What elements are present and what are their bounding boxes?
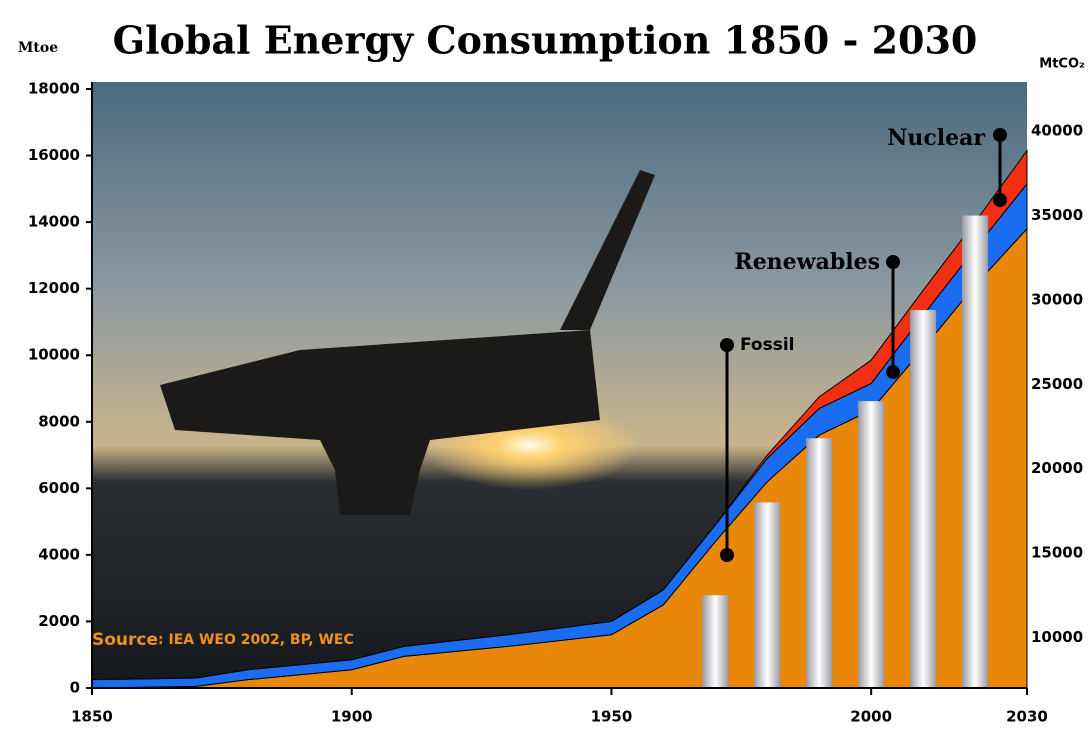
y-tick-label: 8000	[38, 412, 80, 430]
area	[91, 149, 1028, 681]
bar	[858, 401, 885, 688]
legend-label: Fossil	[740, 335, 795, 355]
y-tick-label: 14000	[28, 213, 80, 231]
callout-dot	[720, 548, 734, 562]
bar	[754, 502, 781, 688]
y2-tick-label: 20000	[1031, 459, 1083, 477]
y-axis-label: Mtoe	[18, 40, 58, 56]
bar	[702, 595, 729, 688]
y-tick-label: 0	[70, 679, 80, 697]
platform-silhouette	[160, 170, 655, 515]
y-tick-label: 18000	[28, 80, 80, 98]
y-tick-label: 12000	[28, 279, 80, 297]
x-tick-label: 1850	[71, 708, 113, 726]
y-tick-label: 4000	[38, 545, 80, 563]
callout-dot	[993, 193, 1007, 207]
y-tick-label: 2000	[38, 612, 80, 630]
y2-tick-label: 10000	[1031, 628, 1083, 646]
source: Source: IEA WEO 2002, BP, WEC	[92, 630, 354, 650]
callout-dot	[993, 128, 1007, 142]
y-tick-label: 6000	[38, 479, 80, 497]
x-tick-label: 2000	[850, 708, 892, 726]
legend-label: Nuclear	[887, 125, 985, 151]
source-label: Source	[92, 630, 158, 650]
y2-tick-label: 30000	[1031, 290, 1083, 308]
source-text: : IEA WEO 2002, BP, WEC	[158, 632, 354, 648]
y2-tick-label: 25000	[1031, 375, 1083, 393]
y-tick-label: 10000	[28, 346, 80, 364]
x-tick-label: 2030	[1006, 708, 1048, 726]
y2-tick-label: 35000	[1031, 206, 1083, 224]
y2-tick-label: 15000	[1031, 544, 1083, 562]
x-tick-label: 1950	[591, 708, 633, 726]
callout-dot	[886, 255, 900, 269]
bar	[806, 438, 833, 688]
y2-axis-label: MtCO₂	[1039, 57, 1084, 72]
bar	[910, 310, 937, 688]
y-tick-label: 16000	[28, 146, 80, 164]
y2-tick-label: 40000	[1031, 122, 1083, 140]
legend-label: Renewables	[734, 249, 880, 275]
x-tick-label: 1900	[331, 708, 373, 726]
chart-title: Global Energy Consumption 1850 - 2030	[113, 18, 978, 63]
bar	[962, 215, 989, 688]
callout-dot	[886, 365, 900, 379]
callout-dot	[720, 338, 734, 352]
